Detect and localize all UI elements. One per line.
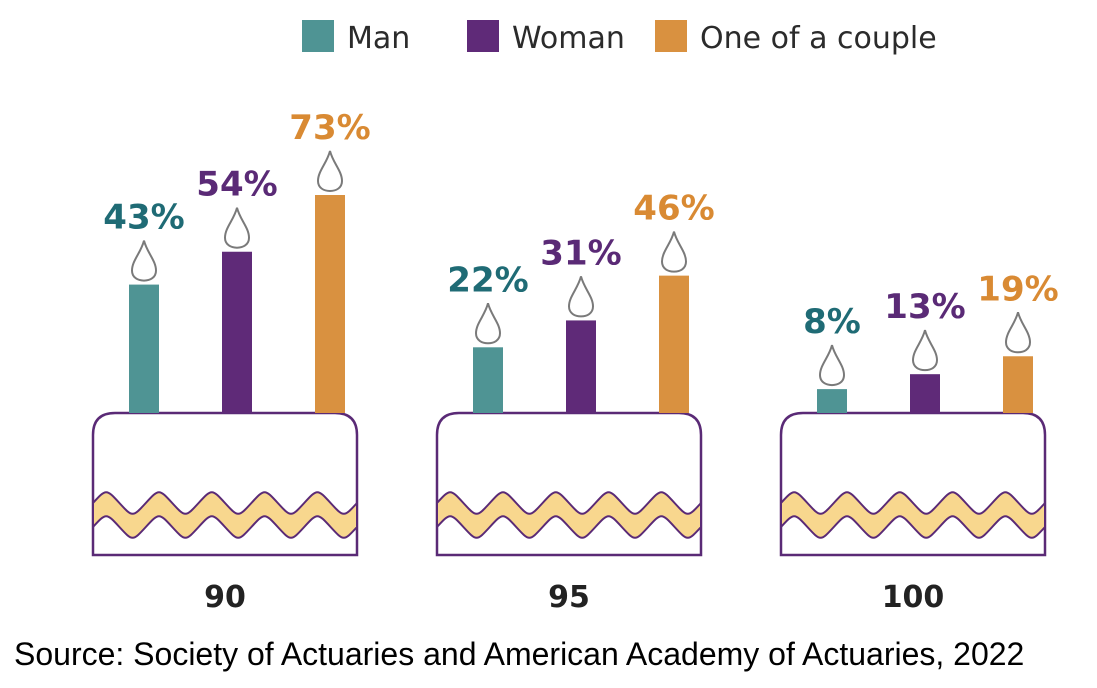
bar-man <box>129 284 159 413</box>
bar-one-of-a-couple <box>315 195 345 413</box>
candle-flame-icon <box>316 150 344 193</box>
legend-item-2: Woman <box>467 20 625 56</box>
candle-flame-icon <box>911 329 939 372</box>
cakes: 90 43% 54% 73% 95 22% 31% 46% 100 8% 13% 19% <box>91 108 1059 615</box>
bar-man <box>817 389 847 413</box>
bar-woman <box>910 374 940 413</box>
candle-flame-icon <box>474 303 502 345</box>
candle-flame-icon <box>660 231 688 273</box>
candle-flame-icon <box>130 240 158 282</box>
cake-icing <box>92 491 358 539</box>
cake-icing <box>780 491 1046 539</box>
chart: Man Woman One of a couple 90 43% 54% 73% 95 22%… <box>91 20 1059 615</box>
legend-swatch <box>467 20 499 52</box>
candle-flame-icon <box>223 207 251 249</box>
legend-swatch <box>655 20 687 52</box>
legend-item-3: One of a couple <box>655 20 937 56</box>
data-label: 73% <box>289 108 370 148</box>
legend: Man Woman One of a couple <box>302 20 937 56</box>
cake-icing <box>436 491 702 539</box>
bar-one-of-a-couple <box>659 275 689 413</box>
legend-label: One of a couple <box>700 21 937 56</box>
legend-item-1: Man <box>302 20 410 56</box>
category-label: 90 <box>204 580 246 615</box>
cake-group-95: 95 22% 31% 46% <box>435 189 715 615</box>
bar-woman <box>222 251 252 413</box>
legend-label: Woman <box>512 21 625 56</box>
data-label: 22% <box>447 260 528 300</box>
data-label: 54% <box>196 165 277 205</box>
bar-woman <box>566 320 596 413</box>
bar-one-of-a-couple <box>1003 356 1033 413</box>
legend-swatch <box>302 20 334 52</box>
data-label: 46% <box>633 189 714 229</box>
source-note: Source: Society of Actuaries and America… <box>14 636 1025 672</box>
bar-man <box>473 347 503 413</box>
data-label: 19% <box>977 269 1058 309</box>
candle-flame-icon <box>1004 311 1032 354</box>
candle-flame-icon <box>567 276 595 318</box>
legend-label: Man <box>347 21 410 56</box>
data-label: 43% <box>103 198 184 238</box>
cake-group-100: 100 8% 13% 19% <box>779 269 1059 615</box>
category-label: 100 <box>882 580 945 615</box>
data-label: 8% <box>803 302 861 342</box>
candle-flame-icon <box>818 344 846 387</box>
data-label: 31% <box>540 233 621 273</box>
cake-group-90: 90 43% 54% 73% <box>91 108 371 615</box>
category-label: 95 <box>548 580 590 615</box>
data-label: 13% <box>884 287 965 327</box>
